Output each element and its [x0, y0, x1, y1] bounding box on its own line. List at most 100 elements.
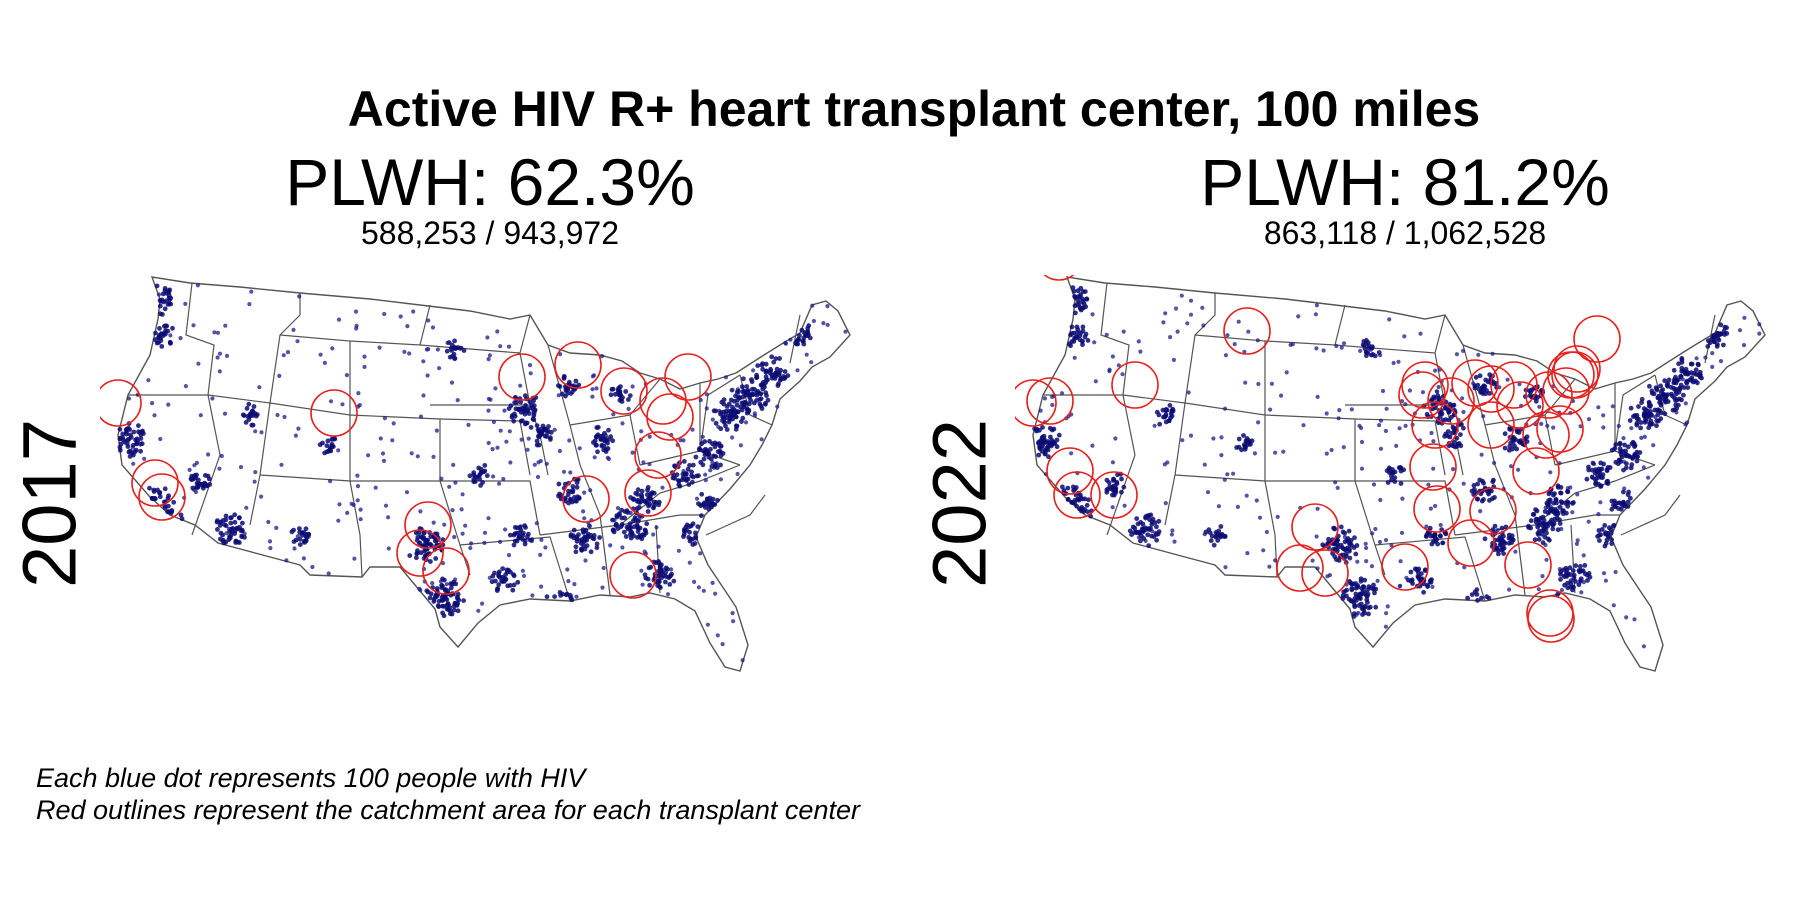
hiv-dot [1454, 352, 1459, 357]
hiv-dot [1718, 359, 1724, 364]
hiv-dot [1135, 521, 1141, 527]
hiv-dot [504, 439, 509, 444]
hiv-dot [1695, 361, 1701, 367]
catchment-circle [1409, 443, 1457, 491]
hiv-dot [1185, 321, 1190, 326]
hiv-dot [355, 498, 360, 503]
hiv-dot [674, 472, 680, 478]
hiv-dot [1481, 497, 1486, 502]
hiv-dot [1632, 413, 1638, 418]
hiv-dot [489, 579, 495, 585]
hiv-dot [715, 497, 720, 503]
hiv-dot [1273, 450, 1278, 455]
hiv-dot [687, 529, 692, 535]
hiv-dot [1242, 349, 1247, 354]
hiv-dot [504, 569, 510, 575]
hiv-dot [253, 470, 258, 475]
hiv-dot [527, 537, 533, 543]
hiv-dot [215, 330, 221, 335]
hiv-dot [726, 401, 732, 407]
hiv-dot [528, 425, 534, 430]
hiv-dot [1254, 498, 1259, 503]
hiv-dot [1495, 527, 1500, 533]
hiv-dot [610, 438, 616, 444]
catchment-circle [624, 469, 672, 517]
year-label-2017: 2017 [7, 418, 93, 589]
hiv-dot [512, 531, 518, 537]
hiv-dot [1347, 555, 1353, 561]
map-2022 [1009, 233, 1775, 755]
state-border [207, 394, 271, 526]
hiv-dot [710, 417, 715, 422]
hiv-dot [600, 585, 605, 590]
hiv-dot [324, 443, 330, 449]
hiv-dot [523, 403, 528, 408]
hiv-dot [482, 463, 488, 468]
hiv-dot [777, 356, 782, 361]
hiv-dot [1369, 564, 1375, 569]
hiv-dot [1110, 460, 1115, 465]
hiv-dot [1037, 427, 1042, 433]
hiv-dot [411, 309, 416, 314]
hiv-dot [170, 325, 175, 331]
hiv-dot [135, 438, 140, 444]
hiv-dot [611, 412, 616, 417]
hiv-dot [507, 429, 512, 434]
hiv-dot [1241, 433, 1246, 438]
hiv-dot [752, 411, 757, 416]
hiv-dot [1491, 477, 1496, 483]
hiv-dot [620, 421, 625, 426]
hiv-dot [1072, 335, 1077, 341]
hiv-dot [1579, 590, 1584, 595]
hiv-dot [486, 357, 491, 362]
hiv-dot [749, 392, 755, 398]
hiv-dot [1362, 346, 1368, 352]
hiv-dot [508, 460, 513, 465]
hiv-dot [451, 607, 457, 613]
hiv-dot [1559, 500, 1565, 506]
hiv-dot [1657, 395, 1662, 401]
hiv-dot [1358, 576, 1364, 582]
hiv-dot [615, 506, 621, 511]
hiv-dot [809, 360, 814, 365]
hiv-dot [1605, 481, 1611, 486]
hiv-dot [1389, 543, 1394, 548]
hiv-dot [1418, 331, 1423, 336]
hiv-dot [619, 399, 625, 404]
hiv-dot [558, 493, 564, 498]
catchment-circle [1053, 471, 1101, 519]
hiv-dot [1722, 324, 1728, 330]
hiv-dot [1564, 568, 1570, 573]
hiv-dot [1077, 294, 1083, 299]
hiv-dot [1370, 531, 1375, 536]
hiv-dot [723, 412, 729, 418]
hiv-dot [534, 521, 539, 526]
hiv-dot [1273, 558, 1278, 563]
hiv-dot [1080, 328, 1086, 334]
hiv-dot [1517, 382, 1522, 387]
hiv-dot [1498, 537, 1504, 543]
hiv-dot [159, 344, 165, 349]
hiv-dot [1122, 503, 1127, 508]
hiv-dot [1707, 340, 1713, 346]
hiv-dot [442, 588, 448, 593]
hiv-dot [1121, 484, 1127, 490]
hiv-dot [362, 354, 367, 359]
hiv-dot [1671, 367, 1677, 373]
hiv-dot [1074, 324, 1080, 330]
hiv-dot [655, 568, 661, 574]
hiv-dot [237, 515, 242, 521]
hiv-dot [236, 540, 242, 545]
hiv-dot [352, 556, 357, 561]
hiv-dot [491, 474, 496, 479]
hiv-dot [1154, 537, 1159, 543]
hiv-dot [825, 304, 830, 309]
hiv-dot [444, 606, 450, 612]
hiv-dot [1434, 389, 1439, 394]
hiv-dot [163, 323, 169, 329]
hiv-dot [424, 347, 429, 352]
hiv-dot [1499, 525, 1505, 531]
catchment-circle [1553, 345, 1601, 393]
hiv-dot [1172, 539, 1177, 544]
hiv-dot [1634, 422, 1640, 428]
